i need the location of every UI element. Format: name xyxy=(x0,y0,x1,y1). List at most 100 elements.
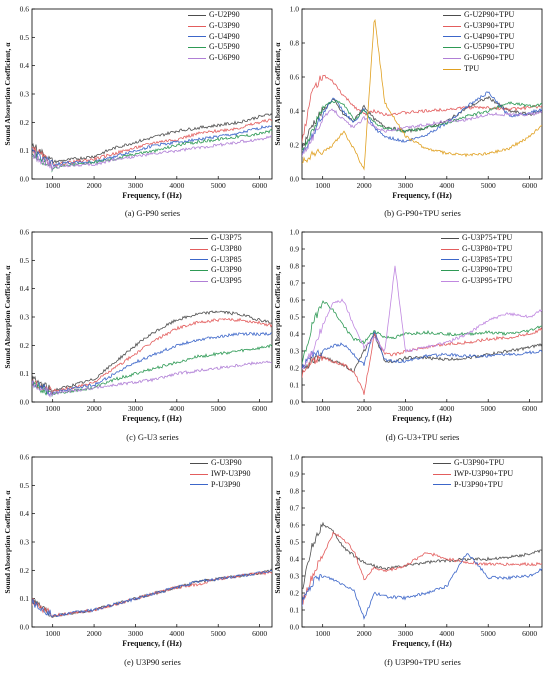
y-axis-label: Sound Absorption Coefficient, α xyxy=(3,490,12,594)
x-tick-label: 4000 xyxy=(439,404,454,413)
y-tick-label: 0.2 xyxy=(20,341,30,350)
legend-entry: G-U3P90 xyxy=(190,265,242,276)
x-tick-label: 5000 xyxy=(481,629,496,638)
chart-panel-d: 0.0 0.1 0.2 0.3 0.4 0.5 0.6 0.7 0.8 0.9 1.0 1000 200… xyxy=(273,228,543,423)
legend-entry: G-U3P90 xyxy=(188,21,240,32)
x-tick-label: 6000 xyxy=(252,181,267,190)
legend-label: G-U5P90+TPU xyxy=(464,42,515,52)
legend-label: G-U6P90 xyxy=(209,53,240,63)
legend-entry: G-U3P80+TPU xyxy=(441,244,512,255)
caption-e: (e) U3P90 series xyxy=(124,657,181,667)
series-line-G-U3P90 xyxy=(32,344,272,398)
x-tick-label: 3000 xyxy=(398,181,413,190)
legend-entry: P-U3P90 xyxy=(190,480,251,491)
series-line-G-U3P90+TPU xyxy=(302,300,542,364)
x-tick-label: 4000 xyxy=(169,181,184,190)
legend-label: G-U3P85+TPU xyxy=(462,254,513,264)
caption-b: (b) G-P90+TPU series xyxy=(384,208,461,218)
y-tick-label: 0.1 xyxy=(20,146,30,155)
y-tick-label: 0.3 xyxy=(20,538,30,547)
series-line-G-U4P90+TPU xyxy=(302,91,542,155)
x-tick-label: 6000 xyxy=(522,629,537,638)
x-tick-label: 2000 xyxy=(87,629,102,638)
legend-swatch xyxy=(443,25,461,27)
series-line-G-U3P95 xyxy=(32,360,272,398)
y-tick-label: 0.5 xyxy=(290,538,300,547)
y-tick-label: 0.4 xyxy=(20,284,30,293)
legend-entry: IWP-U3P90 xyxy=(190,469,251,480)
series-line-G-U4P90 xyxy=(32,125,272,167)
legend-entry: G-U3P95+TPU xyxy=(441,276,512,287)
legend-entry: G-U3P95 xyxy=(190,276,242,287)
x-axis-label: Frequency, f (Hz) xyxy=(392,414,452,423)
y-tick-label: 0.2 xyxy=(290,364,300,373)
x-tick-label: 6000 xyxy=(252,629,267,638)
y-tick-label: 0.9 xyxy=(290,470,300,479)
series-line-G-U6P90+TPU xyxy=(302,108,542,157)
y-tick-label: 0.0 xyxy=(20,175,30,184)
legend-entry: G-U3P90+TPU xyxy=(433,458,513,469)
legend-label: G-U3P95 xyxy=(211,276,242,286)
legend-f: G-U3P90+TPU IWP-U3P90+TPU P-U3P90+TPU xyxy=(433,458,513,490)
legend-label: G-U3P90+TPU xyxy=(464,20,515,30)
series-line-IWP-U3P90+TPU xyxy=(302,531,542,605)
y-tick-label: 0.3 xyxy=(290,572,300,581)
series-line-G-U3P90+TPU xyxy=(302,521,542,589)
legend-entry: G-U2P90+TPU xyxy=(443,10,514,21)
y-tick-label: 0.8 xyxy=(290,487,300,496)
caption-d: (d) G-U3+TPU series xyxy=(385,432,460,442)
caption-f: (f) U3P90+TPU series xyxy=(384,657,461,667)
legend-entry: G-U3P85+TPU xyxy=(441,255,512,266)
y-tick-label: 0.3 xyxy=(290,347,300,356)
series-line-G-U3P85+TPU xyxy=(302,330,542,369)
y-tick-label: 0.0 xyxy=(20,398,30,407)
legend-swatch xyxy=(443,36,461,38)
series-line-G-U3P90+TPU xyxy=(302,74,542,143)
legend-entry: G-U3P90+TPU xyxy=(441,265,512,276)
x-tick-label: 6000 xyxy=(522,181,537,190)
series-line-TPU xyxy=(302,18,542,171)
y-tick-label: 0.3 xyxy=(20,313,30,322)
legend-entry: G-U2P90 xyxy=(188,10,240,21)
y-tick-label: 0.4 xyxy=(290,330,300,339)
chart-panel-a: 0.0 0.1 0.2 0.3 0.4 0.5 0.6 1000 2000 3000 4000 500… xyxy=(3,5,273,200)
legend-entry: G-U5P90+TPU xyxy=(443,42,514,53)
series-line-G-U3P75+TPU xyxy=(302,332,542,373)
y-tick-label: 0.1 xyxy=(290,606,300,615)
series-line-P-U3P90 xyxy=(32,569,272,618)
series-line-G-U5P90+TPU xyxy=(302,100,542,151)
legend-swatch xyxy=(190,270,208,272)
y-tick-label: 0.8 xyxy=(290,39,300,48)
x-axis-label: Frequency, f (Hz) xyxy=(122,191,182,200)
legend-label: G-U3P90+TPU xyxy=(462,265,513,275)
legend-swatch xyxy=(441,270,459,272)
x-axis-label: Frequency, f (Hz) xyxy=(392,639,452,648)
x-tick-label: 1000 xyxy=(315,181,330,190)
legend-label: IWP-U3P90+TPU xyxy=(454,468,514,478)
legend-label: IWP-U3P90 xyxy=(211,468,251,478)
x-tick-label: 4000 xyxy=(169,629,184,638)
caption-c: (c) G-U3 series xyxy=(126,432,179,442)
series-line-G-U2P90+TPU xyxy=(302,95,542,152)
y-tick-label: 0.6 xyxy=(290,521,300,530)
y-tick-label: 0.0 xyxy=(290,623,300,632)
x-tick-label: 2000 xyxy=(357,404,372,413)
legend-label: G-U3P75+TPU xyxy=(462,233,513,242)
legend-swatch xyxy=(433,473,451,475)
y-tick-label: 0.0 xyxy=(290,398,300,407)
x-tick-label: 6000 xyxy=(522,404,537,413)
legend-swatch xyxy=(188,47,206,49)
legend-swatch xyxy=(190,462,208,464)
y-tick-label: 0.6 xyxy=(20,453,30,462)
series-line-G-U3P75 xyxy=(32,310,272,395)
legend-swatch xyxy=(188,36,206,38)
legend-a: G-U2P90 G-U3P90 G-U4P90 G-U5P90 G-U6P90 xyxy=(188,10,240,64)
x-tick-label: 5000 xyxy=(211,181,226,190)
legend-label: G-U2P90+TPU xyxy=(464,10,515,19)
legend-label: G-U3P85 xyxy=(211,254,242,264)
legend-swatch xyxy=(441,248,459,250)
series-line-G-U3P80+TPU xyxy=(302,327,542,395)
x-tick-label: 1000 xyxy=(45,404,60,413)
